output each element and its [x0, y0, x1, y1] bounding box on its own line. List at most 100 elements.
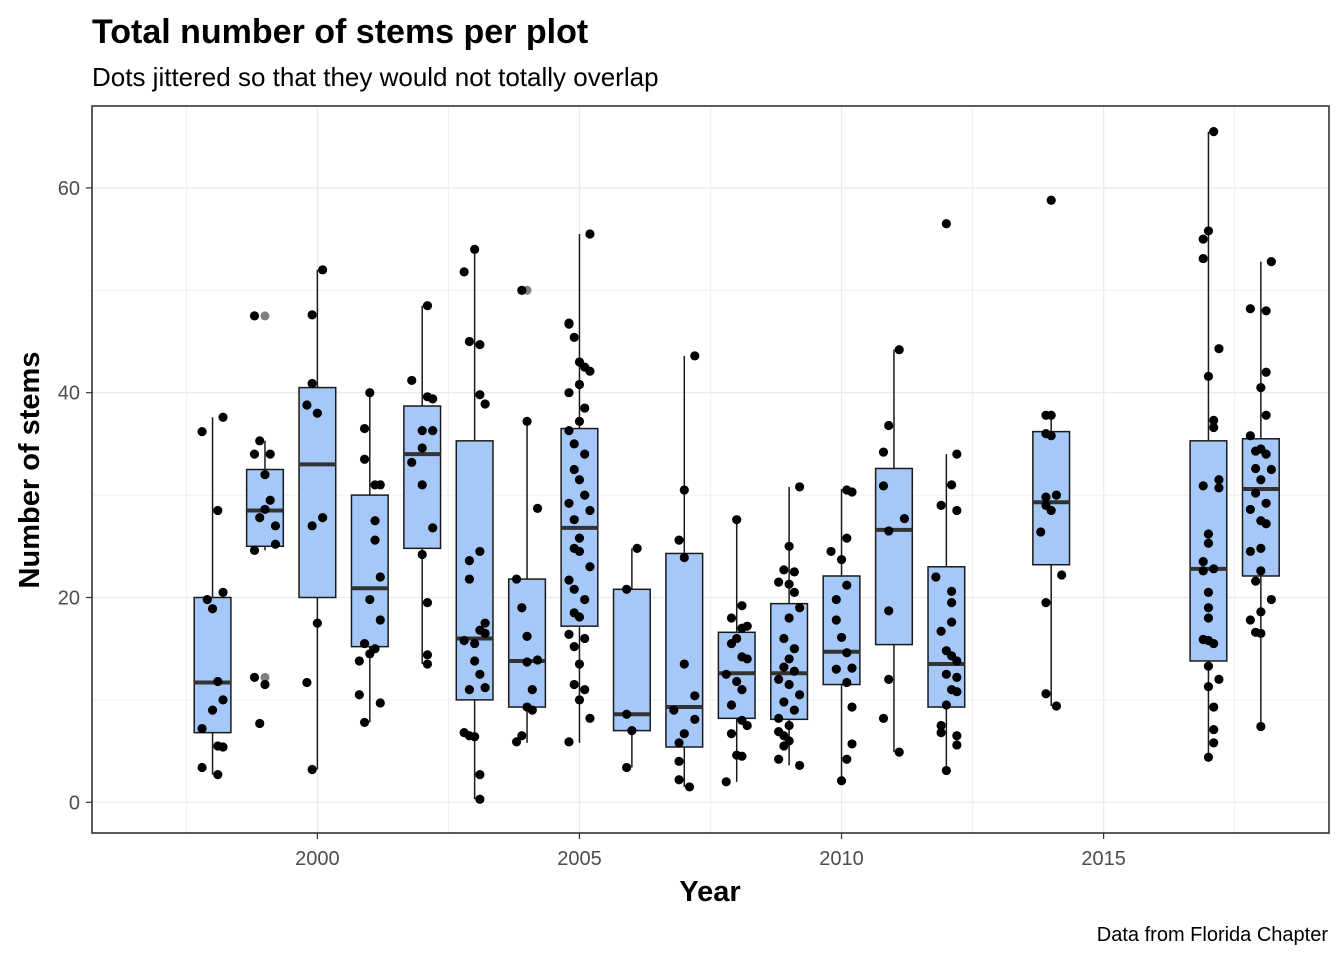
data-point	[475, 770, 485, 780]
data-point	[475, 669, 485, 679]
x-tick-label: 2005	[557, 848, 602, 870]
data-point	[218, 742, 228, 752]
data-point	[1245, 431, 1255, 441]
data-point	[947, 586, 957, 596]
data-point	[218, 587, 228, 597]
data-point	[1051, 701, 1062, 711]
data-point	[1261, 519, 1271, 529]
data-point	[417, 425, 427, 436]
data-point	[1261, 306, 1271, 316]
data-point	[270, 539, 281, 549]
data-point	[878, 447, 889, 457]
data-point	[1256, 475, 1266, 485]
data-point	[1198, 253, 1208, 264]
data-point	[522, 657, 532, 667]
data-point	[622, 584, 632, 594]
data-point	[569, 332, 579, 343]
data-point	[784, 679, 794, 690]
data-point	[784, 613, 794, 623]
data-point	[422, 650, 433, 660]
data-point	[580, 449, 590, 459]
data-point	[952, 656, 962, 666]
data-point	[1041, 689, 1051, 699]
data-point	[679, 552, 689, 563]
data-point	[1203, 587, 1214, 597]
data-point	[270, 521, 281, 531]
data-point	[569, 679, 579, 690]
data-point	[795, 603, 805, 613]
data-point	[1261, 367, 1271, 377]
data-point	[622, 709, 632, 719]
panel-border	[91, 105, 1330, 834]
data-point	[564, 498, 574, 508]
data-point	[375, 572, 385, 582]
data-point	[1214, 475, 1224, 485]
box-2014	[1032, 430, 1071, 566]
data-point	[1046, 195, 1056, 205]
data-point	[564, 388, 574, 398]
chart-title: Total number of stems per plot	[92, 13, 588, 51]
data-point	[464, 336, 474, 347]
data-point	[1203, 661, 1214, 671]
data-point	[417, 549, 427, 560]
data-point	[1057, 570, 1067, 580]
data-point	[779, 741, 789, 751]
data-point	[1046, 410, 1056, 420]
data-point	[679, 659, 689, 669]
data-point	[312, 618, 322, 628]
data-point	[218, 695, 228, 705]
data-point	[307, 310, 317, 320]
data-point	[726, 638, 737, 649]
data-point	[1203, 226, 1214, 236]
data-point	[464, 685, 474, 695]
data-point	[1251, 463, 1261, 474]
data-point	[532, 655, 543, 665]
data-point	[789, 705, 799, 715]
data-point	[580, 685, 590, 695]
data-point	[1203, 752, 1214, 762]
data-point	[307, 521, 317, 531]
data-point	[569, 464, 579, 475]
data-point	[899, 514, 910, 524]
data-point	[1046, 505, 1056, 516]
data-point	[737, 601, 747, 611]
box-2011	[874, 467, 914, 646]
data-point	[1209, 724, 1219, 735]
y-tick-label: 40	[58, 383, 80, 405]
box-2000	[298, 386, 337, 599]
data-point	[1266, 464, 1276, 475]
data-point	[569, 515, 579, 525]
data-point	[1209, 564, 1219, 574]
data-point	[737, 623, 747, 633]
data-point	[260, 504, 270, 515]
data-point	[627, 726, 637, 736]
x-axis-title: Year	[679, 876, 740, 908]
data-point	[784, 720, 794, 731]
data-point	[249, 672, 260, 682]
data-point	[459, 635, 469, 646]
x-tick-label: 2010	[819, 848, 864, 870]
data-point	[511, 737, 522, 747]
data-point	[1046, 431, 1056, 441]
data-point	[218, 412, 228, 422]
box-2004	[507, 578, 547, 708]
data-point	[370, 535, 380, 545]
data-point	[936, 728, 946, 738]
data-point	[354, 656, 364, 666]
data-point	[260, 470, 270, 480]
data-point	[207, 705, 218, 715]
data-point	[737, 685, 747, 695]
data-point	[511, 574, 522, 584]
whiskers	[211, 131, 1262, 800]
data-point	[1209, 422, 1219, 433]
data-point	[1256, 543, 1266, 553]
data-point	[779, 697, 789, 707]
data-point	[622, 762, 632, 773]
data-point	[564, 425, 574, 436]
data-point	[260, 679, 270, 690]
data-point	[690, 714, 700, 724]
data-point	[517, 731, 527, 741]
data-point	[947, 598, 957, 608]
data-point	[836, 632, 847, 643]
data-point	[1261, 410, 1271, 420]
